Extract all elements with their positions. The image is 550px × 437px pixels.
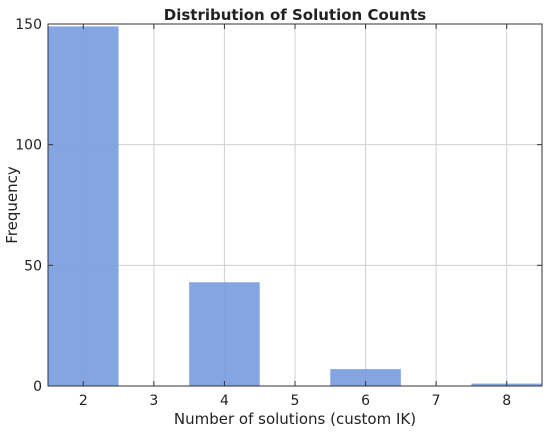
x-tick-label: 2 — [79, 393, 88, 409]
y-tick-label: 100 — [15, 138, 42, 154]
bar — [330, 369, 401, 386]
y-axis-label: Frequency — [3, 166, 21, 244]
x-tick-label: 6 — [361, 393, 370, 409]
bars — [48, 26, 542, 387]
x-tick-label: 7 — [432, 393, 441, 409]
x-tick-label: 4 — [220, 393, 229, 409]
ticks: 2 3 4 5 6 7 8 0 50 100 150 — [15, 17, 542, 409]
bar — [48, 26, 119, 387]
y-tick-label: 0 — [33, 379, 42, 395]
x-tick-label: 3 — [149, 393, 158, 409]
bar — [189, 282, 260, 386]
x-tick-label: 5 — [291, 393, 300, 409]
x-axis-label: Number of solutions (custom IK) — [174, 410, 416, 428]
y-tick-label: 150 — [15, 17, 42, 33]
x-tick-label: 8 — [502, 393, 511, 409]
y-tick-label: 50 — [24, 258, 42, 274]
grid — [48, 23, 542, 387]
chart-title: Distribution of Solution Counts — [164, 6, 427, 24]
